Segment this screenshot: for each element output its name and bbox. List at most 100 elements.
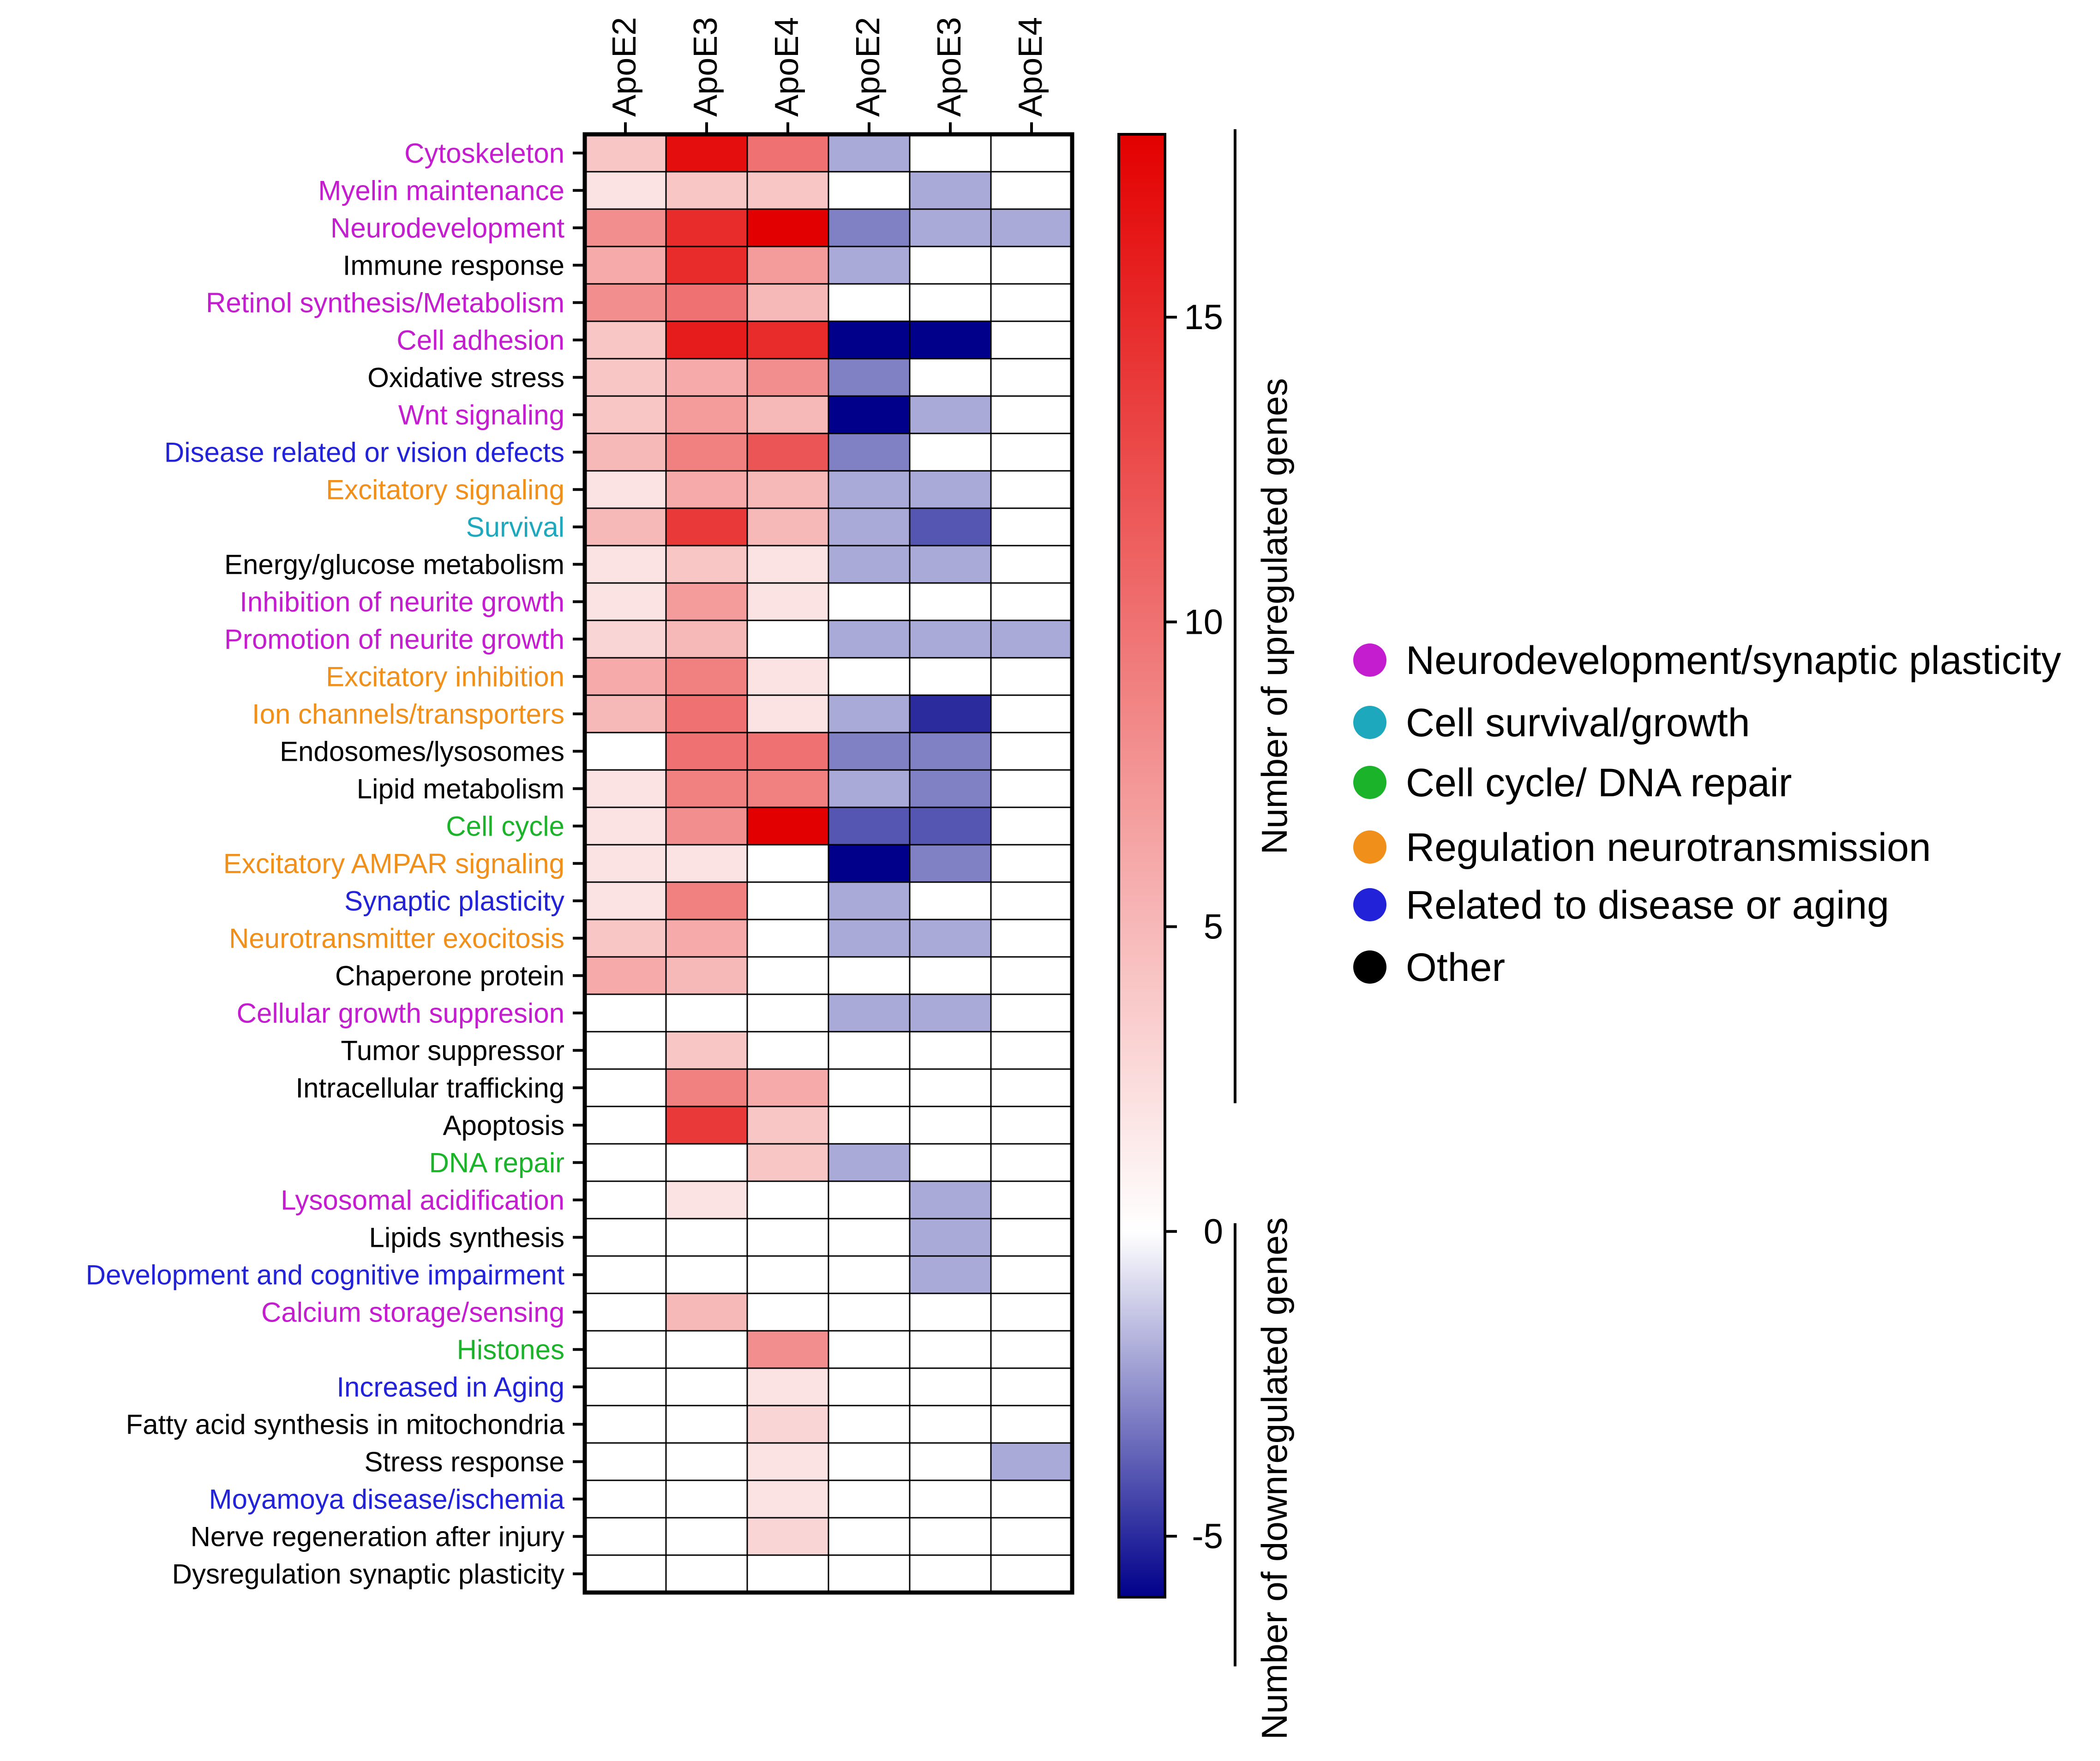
row-label: Inhibition of neurite growth [240, 587, 564, 618]
heatmap-cell [828, 845, 910, 882]
heatmap-cell [585, 882, 666, 920]
legend-label: Cell survival/growth [1406, 701, 1750, 745]
heatmap-cell [747, 583, 828, 620]
heatmap-cell [666, 770, 747, 807]
heatmap-cell [585, 957, 666, 994]
heatmap-cell [910, 1293, 991, 1331]
heatmap-cell [747, 134, 828, 172]
heatmap-cell [585, 620, 666, 658]
heatmap-cell [666, 1293, 747, 1331]
heatmap-cell [747, 1069, 828, 1106]
heatmap-cell [991, 1406, 1072, 1443]
heatmap-cell [666, 172, 747, 209]
heatmap-cell [747, 508, 828, 546]
row-label: Oxidative stress [367, 362, 564, 393]
column-label: ApoE2 [606, 17, 643, 117]
heatmap-cell [910, 433, 991, 471]
heatmap-cell [747, 1406, 828, 1443]
heatmap-cell [585, 433, 666, 471]
heatmap-cell [585, 1555, 666, 1593]
heatmap-cell [828, 508, 910, 546]
heatmap-cell [747, 1555, 828, 1593]
heatmap-cell [747, 209, 828, 246]
heatmap-cell [747, 1106, 828, 1144]
heatmap-cell [991, 620, 1072, 658]
heatmap-cell [828, 583, 910, 620]
heatmap-cell [910, 1555, 991, 1593]
heatmap-cell [991, 1331, 1072, 1368]
heatmap-cell [666, 1256, 747, 1293]
heatmap-cell [991, 284, 1072, 321]
heatmap-cell [991, 471, 1072, 508]
heatmap-cell [666, 1443, 747, 1480]
heatmap-cell [828, 1293, 910, 1331]
heatmap-cell [991, 508, 1072, 546]
heatmap-cell [828, 1032, 910, 1069]
heatmap-cell [666, 733, 747, 770]
heatmap-cell [666, 620, 747, 658]
heatmap-cell [991, 134, 1072, 172]
heatmap-cell [585, 1032, 666, 1069]
heatmap-cell [828, 695, 910, 733]
heatmap-cell [828, 1181, 910, 1219]
row-label: Myelin maintenance [318, 175, 564, 206]
heatmap-cell [666, 658, 747, 695]
heatmap-cell [666, 321, 747, 359]
heatmap-cell [991, 209, 1072, 246]
heatmap-cell [991, 1032, 1072, 1069]
heatmap-cell [747, 1368, 828, 1406]
category-legend: Neurodevelopment/synaptic plasticity Cell… [1353, 638, 2061, 990]
row-label: Lysosomal acidification [281, 1185, 564, 1216]
heatmap-cell [666, 1518, 747, 1555]
heatmap-cell [991, 583, 1072, 620]
heatmap-cell [747, 1219, 828, 1256]
heatmap-cell [666, 845, 747, 882]
heatmap-cell [666, 1368, 747, 1406]
legend-label: Other [1406, 945, 1505, 990]
heatmap-cell [910, 1069, 991, 1106]
row-label: Survival [466, 512, 564, 543]
heatmap-cell [666, 1106, 747, 1144]
heatmap-cell [828, 1555, 910, 1593]
heatmap-cell [585, 920, 666, 957]
heatmap-cell [747, 1293, 828, 1331]
row-label: Cell cycle [446, 811, 564, 842]
heatmap-cell [910, 1106, 991, 1144]
row-label: Retinol synthesis/Metabolism [206, 288, 564, 319]
heatmap-cell [747, 359, 828, 396]
heatmap-cell [585, 807, 666, 845]
row-label: Ion channels/transporters [252, 699, 564, 730]
heatmap-cell [585, 1293, 666, 1331]
heatmap-cell [666, 882, 747, 920]
heatmap-cell [747, 471, 828, 508]
heatmap-cell [910, 920, 991, 957]
colorbar-tick-label: -5 [1192, 1517, 1223, 1556]
heatmap-cell [666, 209, 747, 246]
heatmap-cell [991, 246, 1072, 284]
heatmap-cell [585, 359, 666, 396]
heatmap-cell [991, 658, 1072, 695]
heatmap-cell [828, 471, 910, 508]
heatmap-cell [666, 508, 747, 546]
heatmap-cell [747, 1443, 828, 1480]
heatmap-border [582, 132, 1074, 1595]
heatmap-cell [991, 1106, 1072, 1144]
heatmap-cell [747, 1032, 828, 1069]
heatmap-cell [828, 1406, 910, 1443]
heatmap-cell [666, 695, 747, 733]
legend-marker [1353, 766, 1386, 799]
heatmap-cell [747, 957, 828, 994]
heatmap-cell [828, 284, 910, 321]
row-label: Promotion of neurite growth [224, 624, 564, 655]
heatmap-cell [747, 1256, 828, 1293]
heatmap-cell [747, 882, 828, 920]
heatmap-cell [991, 321, 1072, 359]
heatmap-cell [585, 1331, 666, 1368]
heatmap-cell [585, 733, 666, 770]
heatmap-cell [991, 994, 1072, 1032]
heatmap-cell [828, 1518, 910, 1555]
heatmap-cell [747, 1518, 828, 1555]
heatmap-cell [910, 284, 991, 321]
heatmap-cell [991, 770, 1072, 807]
heatmap-cell [910, 396, 991, 433]
